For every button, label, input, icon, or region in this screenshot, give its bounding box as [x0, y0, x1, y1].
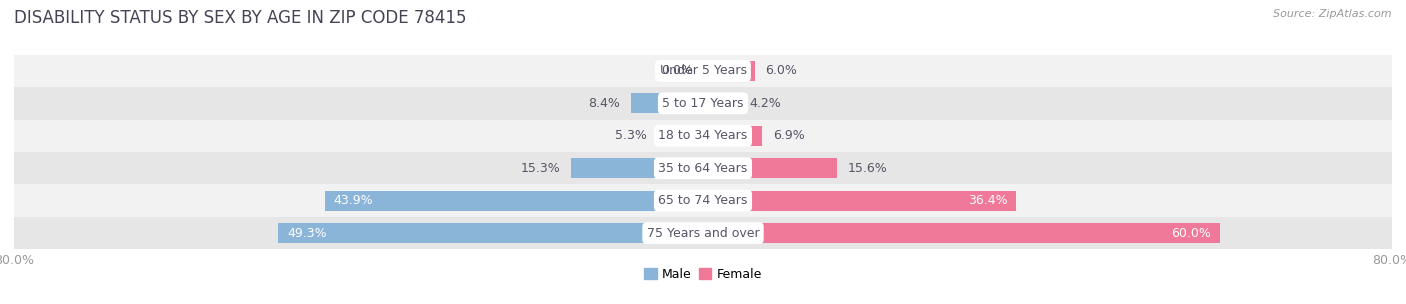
Text: 8.4%: 8.4% — [589, 97, 620, 110]
Bar — [14, 87, 1392, 119]
Text: 6.9%: 6.9% — [773, 129, 804, 142]
Bar — [325, 191, 703, 211]
Text: 35 to 64 Years: 35 to 64 Years — [658, 162, 748, 175]
Text: 36.4%: 36.4% — [969, 194, 1008, 207]
Text: 0.0%: 0.0% — [661, 64, 693, 78]
Bar — [14, 119, 1392, 152]
Bar — [14, 217, 1392, 249]
Text: 75 Years and over: 75 Years and over — [647, 226, 759, 240]
Bar — [703, 191, 1017, 211]
Text: 6.0%: 6.0% — [765, 64, 797, 78]
Text: 5.3%: 5.3% — [616, 129, 647, 142]
Text: DISABILITY STATUS BY SEX BY AGE IN ZIP CODE 78415: DISABILITY STATUS BY SEX BY AGE IN ZIP C… — [14, 9, 467, 27]
Bar — [631, 93, 703, 113]
Bar — [703, 61, 755, 81]
Legend: Male, Female: Male, Female — [640, 263, 766, 286]
Bar — [703, 126, 762, 146]
Text: Source: ZipAtlas.com: Source: ZipAtlas.com — [1274, 9, 1392, 19]
Text: 18 to 34 Years: 18 to 34 Years — [658, 129, 748, 142]
Bar — [278, 223, 703, 243]
Text: 60.0%: 60.0% — [1171, 226, 1211, 240]
Text: 15.3%: 15.3% — [522, 162, 561, 175]
Text: Under 5 Years: Under 5 Years — [659, 64, 747, 78]
Text: 4.2%: 4.2% — [749, 97, 782, 110]
Text: 5 to 17 Years: 5 to 17 Years — [662, 97, 744, 110]
Bar — [658, 126, 703, 146]
Bar — [703, 223, 1219, 243]
Text: 43.9%: 43.9% — [333, 194, 373, 207]
Bar — [703, 158, 838, 178]
Bar — [571, 158, 703, 178]
Bar — [14, 152, 1392, 185]
Text: 65 to 74 Years: 65 to 74 Years — [658, 194, 748, 207]
Bar — [703, 93, 740, 113]
Bar — [14, 185, 1392, 217]
Text: 49.3%: 49.3% — [287, 226, 326, 240]
Bar — [14, 55, 1392, 87]
Text: 15.6%: 15.6% — [848, 162, 887, 175]
